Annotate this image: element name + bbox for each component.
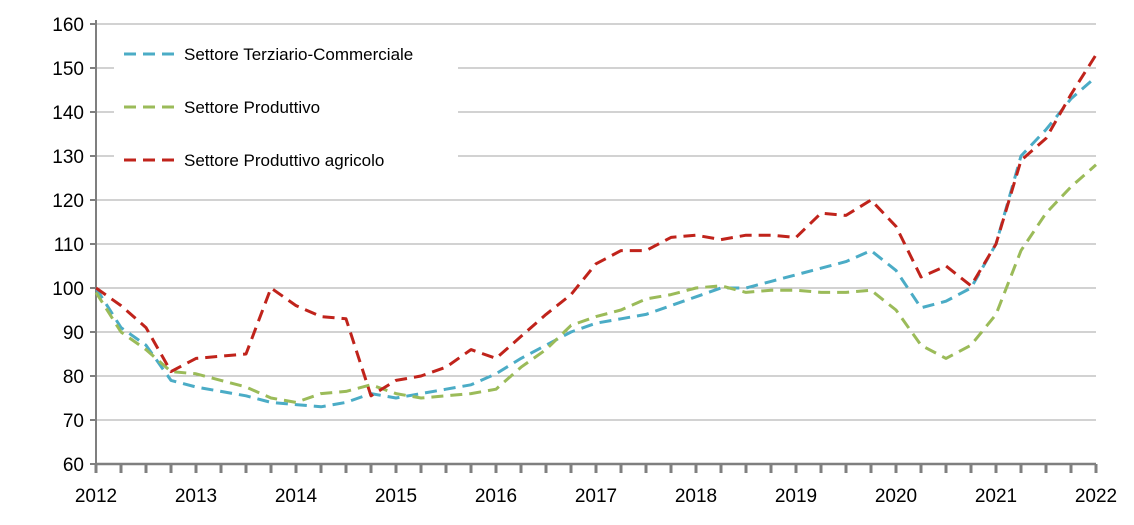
x-axis-tick-labels: 2012 2013 2014 2015 2016 2017 2018 2019 2020 2021…	[75, 486, 1117, 507]
y-tick-label: 90	[63, 323, 84, 344]
y-tick-label: 160	[52, 15, 84, 36]
series-line-1	[94, 163, 1097, 404]
x-tick-label: 2012	[75, 486, 117, 507]
y-tick-label: 60	[63, 455, 84, 476]
x-tick-label: 2017	[575, 486, 617, 507]
y-tick-label: 140	[52, 103, 84, 124]
x-tick-label: 2019	[775, 486, 817, 507]
series-line-2	[95, 53, 1098, 398]
x-tick-label: 2022	[1075, 486, 1117, 507]
legend-label-1: Settore Produttivo	[184, 98, 320, 117]
x-tick-label: 2013	[175, 486, 217, 507]
legend-label-2: Settore Produttivo agricolo	[184, 151, 384, 170]
y-tick-label: 100	[52, 279, 84, 300]
x-tick-label: 2018	[675, 486, 717, 507]
y-axis-tick-labels: 60 70 80 90 100 110 120 130 140 150 160	[52, 15, 84, 476]
x-tick-label: 2014	[275, 486, 318, 507]
x-tick-label: 2021	[975, 486, 1017, 507]
y-tick-label: 110	[54, 235, 84, 256]
series-line-0	[94, 75, 1097, 409]
y-tick-label: 150	[52, 59, 84, 80]
legend: Settore Terziario-Commerciale Settore Pro…	[114, 34, 458, 182]
axes	[90, 20, 1098, 473]
y-tick-label: 120	[52, 191, 84, 212]
x-tick-label: 2015	[375, 486, 417, 507]
series-lines	[94, 53, 1098, 409]
y-tick-label: 70	[63, 411, 84, 432]
y-tick-label: 80	[63, 367, 84, 388]
x-tick-label: 2020	[875, 486, 917, 507]
legend-label-0: Settore Terziario-Commerciale	[184, 45, 413, 64]
x-tick-label: 2016	[475, 486, 517, 507]
y-tick-label: 130	[52, 147, 84, 168]
